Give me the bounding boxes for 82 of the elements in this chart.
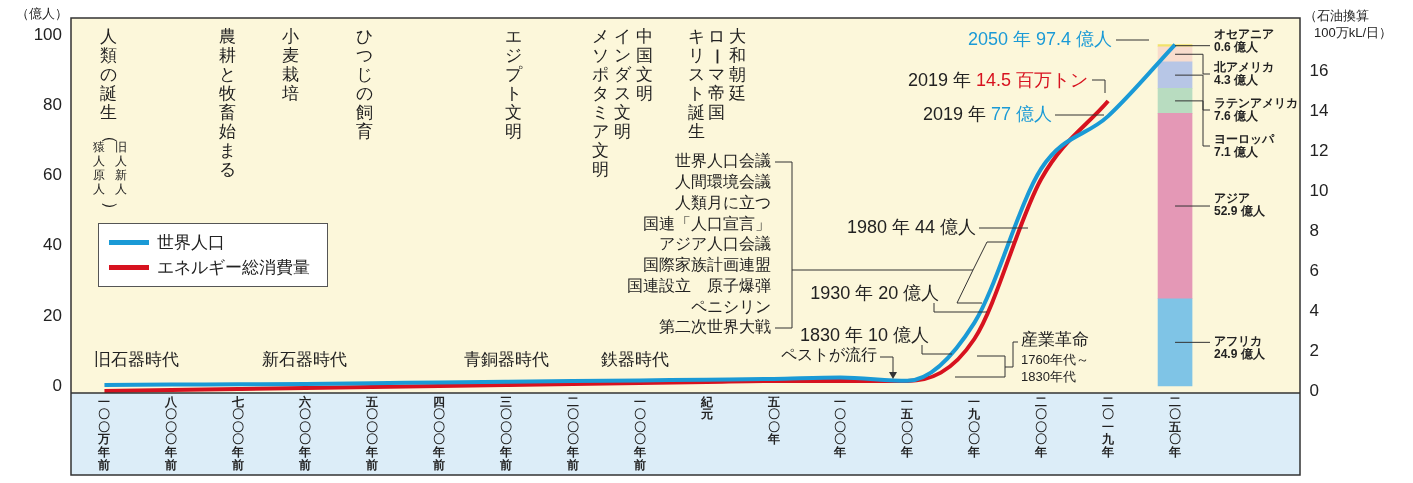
y2-tick-label: 0: [1309, 380, 1319, 400]
x-tick-label: 二〇一九年: [1101, 394, 1116, 460]
series-label: アジア: [1214, 191, 1250, 206]
series-label: 北アメリカ: [1213, 60, 1274, 75]
annotation: 国際家族計画連盟: [643, 256, 771, 274]
text: （猿人原人旧人新人）: [93, 126, 127, 218]
y2-tick-label: 16: [1309, 60, 1329, 80]
x-tick-label: 一九〇〇年: [967, 394, 982, 460]
data-label: 7.1 億人: [1214, 145, 1260, 160]
x-tick-label: 四〇〇〇年前: [432, 394, 446, 472]
x-tick-label: 二〇〇〇年: [1034, 394, 1048, 460]
annotation: 1980 年 44 億人: [846, 216, 976, 237]
data-label: 52.9 億人: [1214, 204, 1266, 219]
series-label: オセアニア: [1214, 27, 1274, 42]
annotation: 世界人口会議: [675, 152, 771, 170]
y2-axis-title: （石油換算 100万kL/日）: [1304, 7, 1393, 40]
annotation: 鉄器時代: [601, 349, 669, 369]
annotation: 国連「人口宣言」: [643, 214, 771, 232]
series-label: ラテンアメリカ: [1214, 96, 1298, 111]
x-tick-label: 紀元: [699, 394, 714, 422]
x-tick-label: 二〇五〇年: [1168, 394, 1182, 460]
annotation: 大和朝廷: [727, 26, 746, 103]
y2-tick-label: 4: [1309, 300, 1319, 320]
y2-tick-label: 10: [1309, 180, 1329, 200]
y-axis-title: （億人）: [16, 5, 68, 21]
x-tick-label: 一〇〇万年前: [97, 394, 111, 472]
x-tick-label: 六〇〇〇年前: [298, 394, 312, 472]
x-tick-label: 一〇〇〇年: [833, 394, 847, 460]
x-tick-label: 三〇〇〇年前: [498, 394, 512, 472]
x-tick-label: 七〇〇〇年前: [231, 394, 245, 472]
annotation: 1830 年 10 億人: [799, 324, 929, 345]
y2-tick-label: 2: [1309, 340, 1319, 360]
annotation: 2019 年 77 億人: [923, 104, 1053, 125]
legend-label: 世界人口: [157, 232, 225, 254]
annotation: 旧石器時代: [94, 349, 179, 369]
annotation: 2019 年 14.5 百万トン: [907, 69, 1089, 90]
y2-tick-label: 12: [1309, 140, 1329, 160]
annotation: 中国文明: [635, 26, 653, 103]
y-tick-label: 80: [43, 95, 62, 115]
y-tick-label: 0: [52, 375, 62, 395]
annotation: 人類の誕生: [99, 26, 117, 122]
x-tick-label: 八〇〇〇年前: [164, 394, 179, 472]
annotation: ローマ帝国: [707, 26, 727, 122]
annotation: メソポタミア文明: [591, 26, 609, 179]
y-tick-label: 60: [43, 165, 62, 185]
annotation: 1930 年 20 億人: [810, 282, 940, 303]
y-tick-label: 100: [33, 25, 62, 45]
annotation: 青銅器時代: [464, 349, 549, 369]
y2-tick-label: 8: [1309, 220, 1319, 240]
annotation: キリスト誕生: [687, 26, 705, 141]
annotation: 2050 年 97.4 億人: [967, 28, 1113, 49]
y-tick-label: 20: [43, 305, 62, 325]
text: ヨーロッパ: [1214, 132, 1275, 147]
annotation: インダス文明: [613, 26, 632, 141]
annotation: アジア人口会議: [659, 235, 771, 253]
annotation: 国連設立 原子爆弾: [627, 276, 771, 294]
x-tick-label: 五〇〇年: [766, 394, 780, 447]
annotation: 新石器時代: [262, 349, 347, 369]
y2-tick-label: 6: [1309, 260, 1319, 280]
y-tick-label: 40: [43, 235, 62, 255]
annotation: 1830年代: [1021, 368, 1076, 384]
data-label: 7.6 億人: [1214, 109, 1260, 124]
annotation: 第二次世界大戦: [659, 318, 771, 336]
data-label: 0.6 億人: [1214, 40, 1260, 55]
annotation: 人類月に立つ: [675, 193, 771, 211]
annotation: エジプト文明: [504, 26, 523, 141]
x-tick-label: 二〇〇〇年前: [565, 394, 579, 472]
data-label: 24.9 億人: [1214, 347, 1266, 362]
x-tick-label: 一〇〇〇年前: [632, 394, 646, 472]
y2-tick-label: 14: [1309, 100, 1329, 120]
annotation: 産業革命: [1021, 329, 1089, 349]
annotation: ひつじの飼育: [355, 26, 373, 141]
x-tick-label: 五〇〇〇年前: [365, 394, 379, 472]
annotation: ペストが流行: [781, 346, 877, 364]
annotation: ペニシリン: [691, 297, 771, 315]
legend-label: エネルギー総消費量: [157, 257, 310, 279]
annotation: 1760年代～: [1021, 351, 1089, 367]
annotation: 農耕と牧畜始まる: [218, 26, 236, 179]
data-label: 4.3 億人: [1214, 73, 1260, 88]
annotation: 小麦栽培: [280, 26, 299, 103]
annotation: 人間環境会議: [675, 173, 771, 191]
x-tick-label: 一五〇〇年: [900, 394, 914, 460]
